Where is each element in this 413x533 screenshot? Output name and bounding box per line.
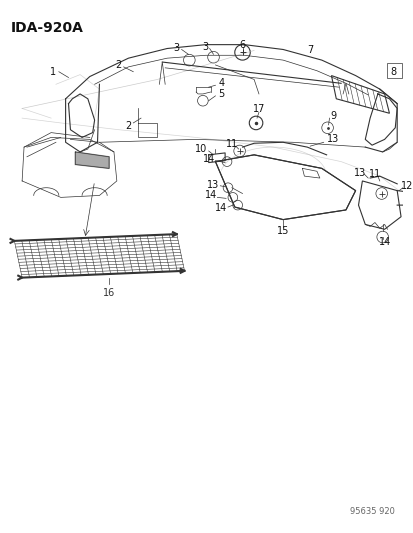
Text: 14: 14 [204, 190, 216, 200]
Text: 5: 5 [218, 89, 224, 99]
Text: 7: 7 [306, 45, 313, 55]
Circle shape [249, 116, 262, 130]
Text: 2: 2 [125, 121, 131, 131]
Polygon shape [215, 155, 355, 220]
Text: 1: 1 [50, 67, 56, 77]
Text: 4: 4 [218, 78, 224, 88]
Text: 3: 3 [202, 42, 208, 52]
Text: 8: 8 [389, 67, 395, 77]
Polygon shape [358, 181, 400, 229]
Text: 14: 14 [202, 154, 214, 164]
Text: 2: 2 [115, 60, 121, 70]
Text: IDA-920A: IDA-920A [10, 21, 83, 35]
Text: 13: 13 [354, 168, 366, 178]
Text: 11: 11 [368, 169, 380, 179]
Text: 14: 14 [377, 237, 390, 247]
Text: 10: 10 [195, 144, 206, 154]
Text: 13: 13 [207, 180, 219, 190]
Text: 9: 9 [330, 111, 336, 121]
Text: 15: 15 [276, 226, 289, 236]
Text: 95635 920: 95635 920 [349, 507, 394, 516]
Text: 11: 11 [225, 139, 237, 149]
Text: 17: 17 [252, 104, 264, 115]
Text: 12: 12 [400, 181, 412, 191]
Text: 16: 16 [103, 288, 115, 298]
Text: 14: 14 [215, 203, 227, 213]
Text: 3: 3 [173, 43, 179, 53]
Text: 13: 13 [326, 134, 339, 144]
Text: 6: 6 [239, 39, 245, 50]
Polygon shape [75, 152, 109, 168]
